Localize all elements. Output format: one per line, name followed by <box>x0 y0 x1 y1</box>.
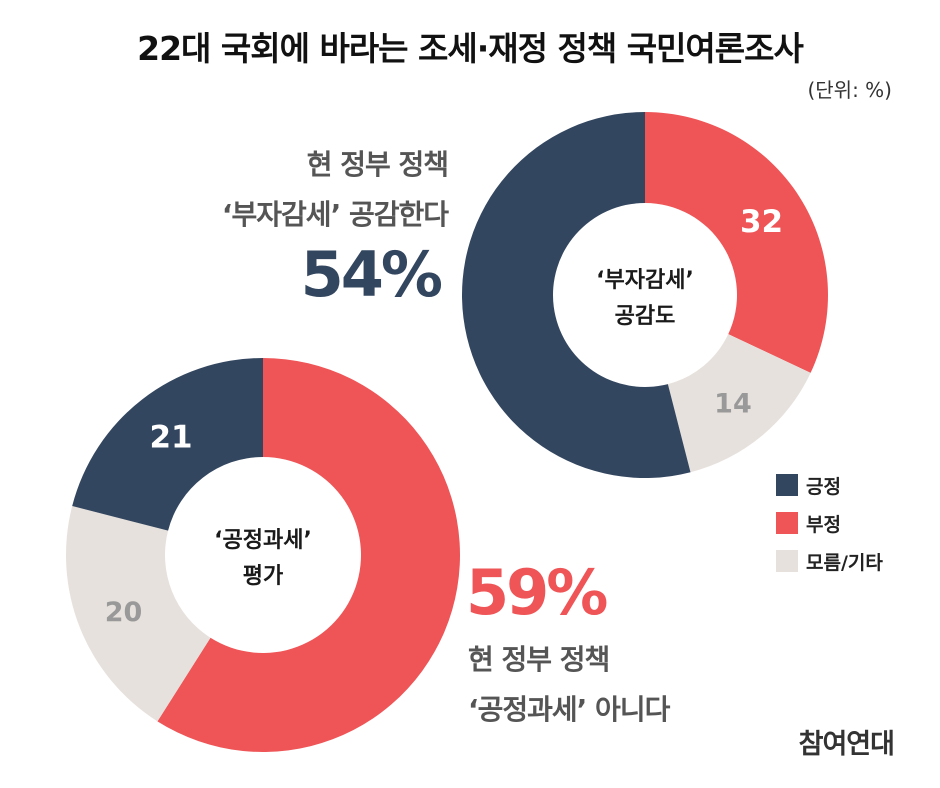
legend-label-unknown: 모름/기타 <box>806 551 883 574</box>
donut1-center-label-2: 공감도 <box>615 304 676 329</box>
annotation-top: 현 정부 정책 ‘부자감세’ 공감한다 <box>221 140 449 240</box>
annotation-bottom-line1: 현 정부 정책 <box>468 643 610 676</box>
donut2-slice-unknown <box>66 506 211 722</box>
donut2-center-label-1: ‘공정과세’ <box>214 528 312 553</box>
donut2-label-positive: 21 <box>149 419 192 455</box>
donut1-label-unknown: 14 <box>714 388 752 419</box>
donut2-label-unknown: 20 <box>105 597 143 628</box>
annotation-top-line1: 현 정부 정책 <box>306 148 449 181</box>
legend-swatch-positive <box>776 474 798 496</box>
legend-label-negative: 부정 <box>806 513 841 536</box>
legend-swatch-unknown <box>776 550 798 572</box>
donut1-slice-unknown <box>667 334 811 473</box>
donut1-center-label-1: ‘부자감세’ <box>596 268 694 293</box>
donut1-label-negative: 32 <box>740 204 783 240</box>
annotation-bottom-line2: ‘공정과세’ 아니다 <box>468 693 670 726</box>
legend-item-unknown: 모름/기타 <box>776 542 883 580</box>
annotation-top-value: 54% <box>300 238 443 311</box>
legend-item-negative: 부정 <box>776 504 883 542</box>
annotation-bottom-value: 59% <box>466 556 608 629</box>
donut2-slice-positive <box>72 358 263 531</box>
annotation-top-line2: ‘부자감세’ 공감한다 <box>221 198 449 231</box>
legend-item-positive: 긍정 <box>776 466 883 504</box>
legend-swatch-negative <box>776 512 798 534</box>
annotation-bottom: 현 정부 정책 ‘공정과세’ 아니다 <box>468 635 670 735</box>
donut1-slice-negative <box>645 112 829 373</box>
donut1-slice-positive <box>461 112 691 479</box>
unit-label: (단위: %) <box>807 78 892 102</box>
legend: 긍정 부정 모름/기타 <box>776 466 883 580</box>
source-label: 참여연대 <box>798 729 895 760</box>
legend-label-positive: 긍정 <box>806 475 841 498</box>
donut2-center-label-2: 평가 <box>243 564 283 589</box>
donut2-slice-negative <box>157 358 461 753</box>
chart-title: 22대 국회에 바라는 조세·재정 정책 국민여론조사 <box>137 29 804 68</box>
